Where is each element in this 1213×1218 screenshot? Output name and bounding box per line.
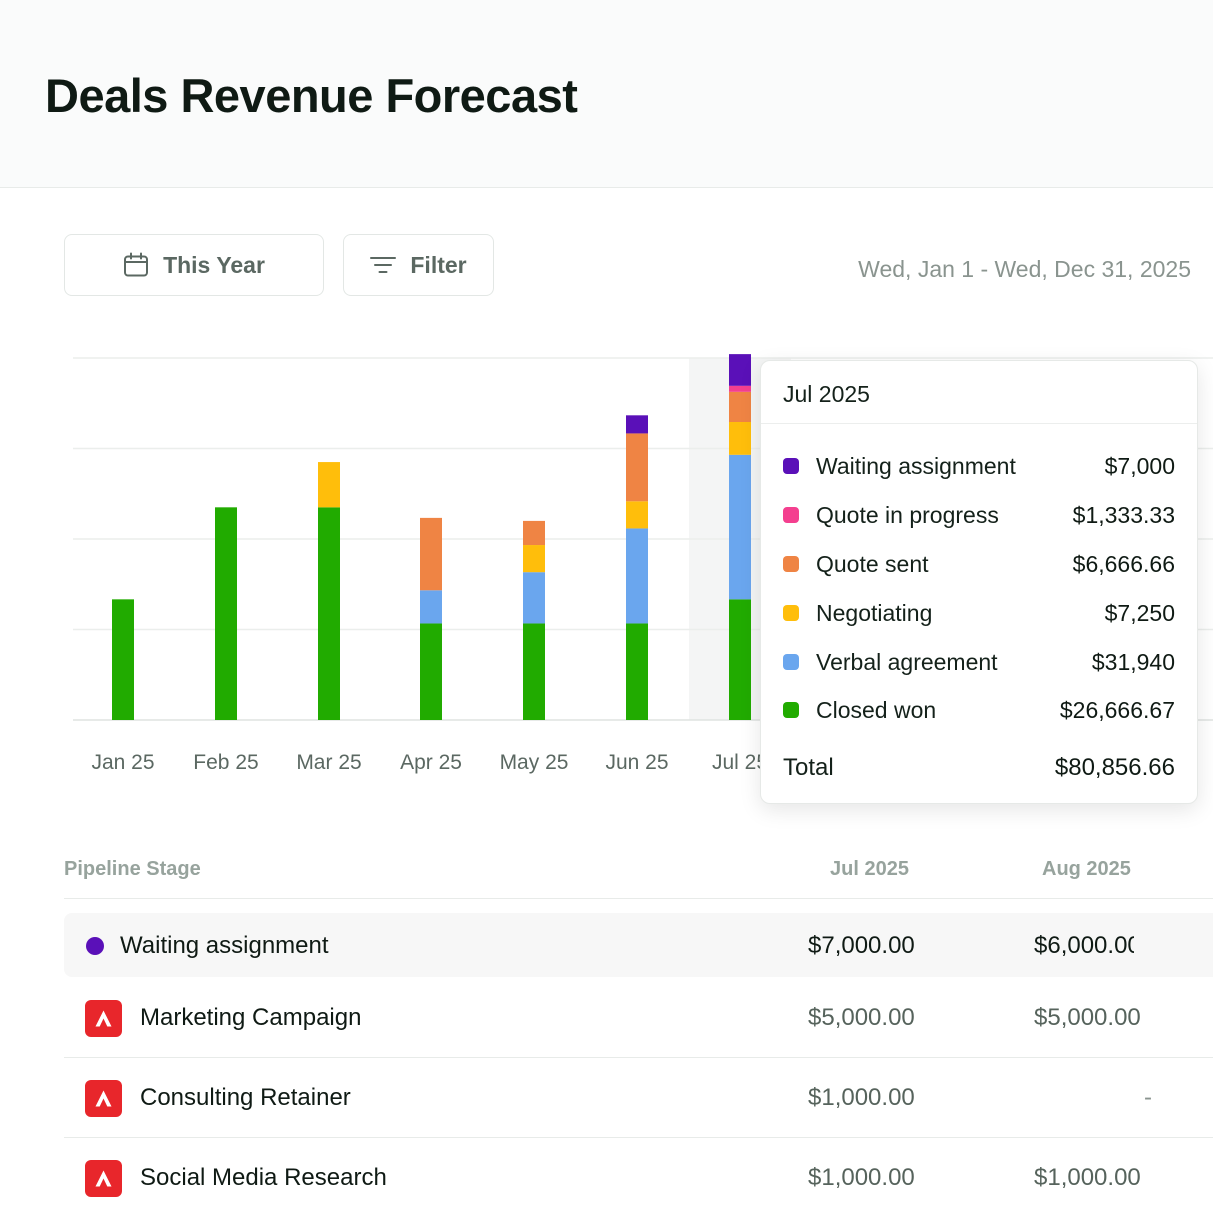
legend-swatch <box>783 654 799 670</box>
tooltip-row: Negotiating $7,250 <box>783 598 1175 628</box>
stage-aug-value: $6,000.00 <box>1034 932 1134 959</box>
tooltip-title: Jul 2025 <box>783 381 870 407</box>
tooltip-row-value: $1,333.33 <box>1072 501 1175 528</box>
header-jul-2025: Jul 2025 <box>830 858 909 880</box>
tooltip-row: Waiting assignment $7,000 <box>783 451 1175 481</box>
company-logo-icon <box>85 1080 122 1117</box>
date-period-button[interactable]: This Year <box>64 234 324 296</box>
bar-segment[interactable] <box>626 623 648 720</box>
date-period-label: This Year <box>163 251 265 278</box>
page-title: Deals Revenue Forecast <box>45 69 578 122</box>
bar-segment[interactable] <box>626 501 648 529</box>
filter-button[interactable]: Filter <box>343 234 494 296</box>
bar-segment[interactable] <box>523 623 545 720</box>
x-tick-label: Feb 25 <box>193 751 258 774</box>
bar-segment[interactable] <box>215 507 237 720</box>
deal-name[interactable]: Social Media Research <box>140 1164 387 1191</box>
tooltip-total-row: Total $80,856.66 <box>783 753 1175 783</box>
tooltip-row-value: $7,000 <box>1104 452 1175 479</box>
bar-segment[interactable] <box>729 599 751 720</box>
tooltip-row: Verbal agreement $31,940 <box>783 647 1175 677</box>
deal-jul-value: $1,000.00 <box>808 1084 915 1111</box>
deal-aug-value: $5,000.00 <box>1034 1004 1141 1031</box>
tooltip-row: Quote in progress $1,333.33 <box>783 500 1175 530</box>
x-tick-label: Jun 25 <box>605 751 668 774</box>
date-range-text: Wed, Jan 1 - Wed, Dec 31, 2025 <box>858 256 1191 282</box>
deal-row[interactable]: Marketing Campaign $5,000.00 $5,000.00 <box>64 978 1213 1058</box>
bar-segment[interactable] <box>626 433 648 502</box>
stage-row-waiting-assignment[interactable]: Waiting assignment $7,000.00 $6,000.00 <box>64 913 1213 977</box>
tooltip-row-label: Quote in progress <box>816 501 999 528</box>
tooltip-row-label: Quote sent <box>816 550 929 577</box>
bar-segment[interactable] <box>318 462 340 508</box>
bar-segment[interactable] <box>729 391 751 422</box>
bar-segment[interactable] <box>318 507 340 720</box>
x-tick-label: Mar 25 <box>296 751 361 774</box>
bar-segment[interactable] <box>523 572 545 624</box>
tooltip-divider <box>761 423 1197 424</box>
tooltip-row: Closed won $26,666.67 <box>783 695 1175 725</box>
deal-aug-value: - <box>1144 1084 1152 1111</box>
tooltip-row-value: $6,666.66 <box>1072 550 1175 577</box>
company-logo-icon <box>85 1000 122 1037</box>
tooltip-total-label: Total <box>783 754 834 781</box>
stage-color-dot <box>86 937 104 955</box>
stage-jul-value: $7,000.00 <box>808 932 915 959</box>
bar-segment[interactable] <box>626 415 648 434</box>
x-tick-label: May 25 <box>500 751 569 774</box>
page-header: Deals Revenue Forecast <box>0 0 1213 188</box>
deal-row[interactable]: Consulting Retainer $1,000.00 - <box>64 1058 1213 1138</box>
tooltip-row-value: $26,666.67 <box>1059 696 1175 723</box>
legend-swatch <box>783 507 799 523</box>
bar-segment[interactable] <box>112 599 134 720</box>
filter-icon <box>370 257 397 273</box>
filter-label: Filter <box>410 251 467 278</box>
bar-segment[interactable] <box>729 354 751 386</box>
legend-swatch <box>783 605 799 621</box>
company-logo-icon <box>85 1160 122 1197</box>
legend-swatch <box>783 458 799 474</box>
deal-name[interactable]: Consulting Retainer <box>140 1084 351 1111</box>
x-tick-label: Jan 25 <box>91 751 154 774</box>
bar-segment[interactable] <box>420 517 442 591</box>
deal-jul-value: $1,000.00 <box>808 1164 915 1191</box>
legend-swatch <box>783 702 799 718</box>
stage-label: Waiting assignment <box>120 932 329 959</box>
tooltip-row: Quote sent $6,666.66 <box>783 549 1175 579</box>
deal-aug-value: $1,000.00 <box>1034 1164 1141 1191</box>
tooltip-total-value: $80,856.66 <box>1054 754 1175 781</box>
bar-segment[interactable] <box>523 520 545 546</box>
table-header: Pipeline Stage Jul 2025 Aug 2025 <box>64 856 1213 899</box>
bar-segment[interactable] <box>729 421 751 455</box>
bar-segment[interactable] <box>523 545 545 573</box>
x-tick-label: Apr 25 <box>400 751 462 774</box>
calendar-icon <box>124 252 149 277</box>
x-tick-label: Jul 25 <box>712 751 768 774</box>
header-aug-2025: Aug 2025 <box>1042 858 1131 880</box>
tooltip-row-label: Closed won <box>816 696 937 723</box>
deal-jul-value: $5,000.00 <box>808 1004 915 1031</box>
tooltip-row-label: Waiting assignment <box>816 452 1016 479</box>
tooltip-row-value: $7,250 <box>1104 599 1175 626</box>
bar-segment[interactable] <box>420 590 442 624</box>
deal-row[interactable]: Social Media Research $1,000.00 $1,000.0… <box>64 1138 1213 1218</box>
bar-segment[interactable] <box>729 385 751 392</box>
tooltip-row-value: $31,940 <box>1091 648 1175 675</box>
bar-segment[interactable] <box>420 623 442 720</box>
deal-name[interactable]: Marketing Campaign <box>140 1004 362 1031</box>
header-pipeline-stage: Pipeline Stage <box>64 858 201 880</box>
chart-tooltip: Jul 2025 Waiting assignment $7,000 Quote i… <box>760 360 1198 804</box>
bar-segment[interactable] <box>626 528 648 624</box>
tooltip-row-label: Verbal agreement <box>816 648 998 675</box>
tooltip-row-label: Negotiating <box>816 599 933 626</box>
bar-segment[interactable] <box>729 454 751 600</box>
legend-swatch <box>783 556 799 572</box>
